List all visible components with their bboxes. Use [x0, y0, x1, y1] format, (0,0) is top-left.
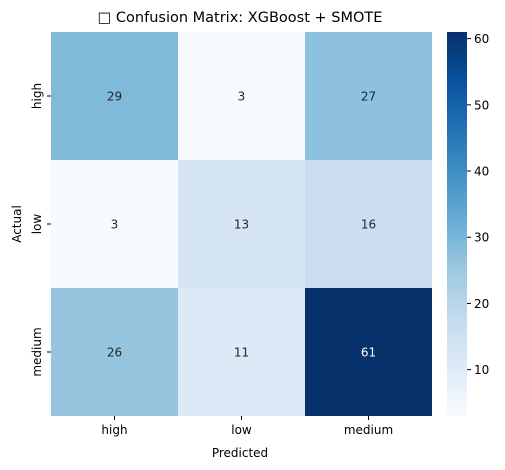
- cell-value-label: 61: [361, 346, 376, 360]
- x-tick-label: medium: [344, 423, 393, 437]
- y-tick-label: medium: [30, 327, 44, 376]
- x-tick-label: low: [231, 423, 252, 437]
- heatmap-cell: [51, 288, 178, 416]
- cell-value-label: 27: [361, 90, 376, 104]
- chart-title: □ Confusion Matrix: XGBoost + SMOTE: [98, 10, 383, 26]
- heatmap-cell: [51, 32, 178, 160]
- colorbar: [447, 32, 467, 416]
- cell-value-label: 29: [107, 90, 122, 104]
- y-axis-label: Actual: [10, 205, 24, 243]
- cell-value-label: 16: [361, 218, 376, 232]
- colorbar-tick-label: 30: [474, 231, 489, 245]
- heatmap-cell: [178, 160, 305, 288]
- y-tick-label: low: [30, 214, 44, 235]
- colorbar-ticks: 10 20 30 40 50 60: [467, 32, 489, 377]
- colorbar-tick-label: 10: [474, 363, 489, 377]
- cell-value-label: 3: [238, 90, 246, 104]
- cell-value-label: 3: [111, 218, 119, 232]
- colorbar-tick-label: 40: [474, 165, 489, 179]
- heatmap-cell: [178, 32, 305, 160]
- heatmap-cell: [51, 160, 178, 288]
- heatmap-cell: [305, 160, 432, 288]
- colorbar-tick-label: 60: [474, 32, 489, 46]
- heatmap-cell: [305, 288, 432, 416]
- heatmap-cell: [305, 32, 432, 160]
- colorbar-tick-label: 50: [474, 98, 489, 112]
- x-tick-label: high: [101, 423, 127, 437]
- heatmap-cell: [178, 288, 305, 416]
- colorbar-tick-label: 20: [474, 297, 489, 311]
- y-tick-label: high: [30, 83, 44, 109]
- y-axis-ticks: high low medium: [30, 83, 51, 377]
- heatmap-cells: 29 3 27 3 13 16 26 11 61: [51, 32, 432, 416]
- cell-value-label: 13: [234, 218, 249, 232]
- cell-value-label: 11: [234, 346, 249, 360]
- x-axis-label: Predicted: [212, 446, 268, 460]
- x-axis-ticks: high low medium: [101, 416, 393, 437]
- cell-value-label: 26: [107, 346, 122, 360]
